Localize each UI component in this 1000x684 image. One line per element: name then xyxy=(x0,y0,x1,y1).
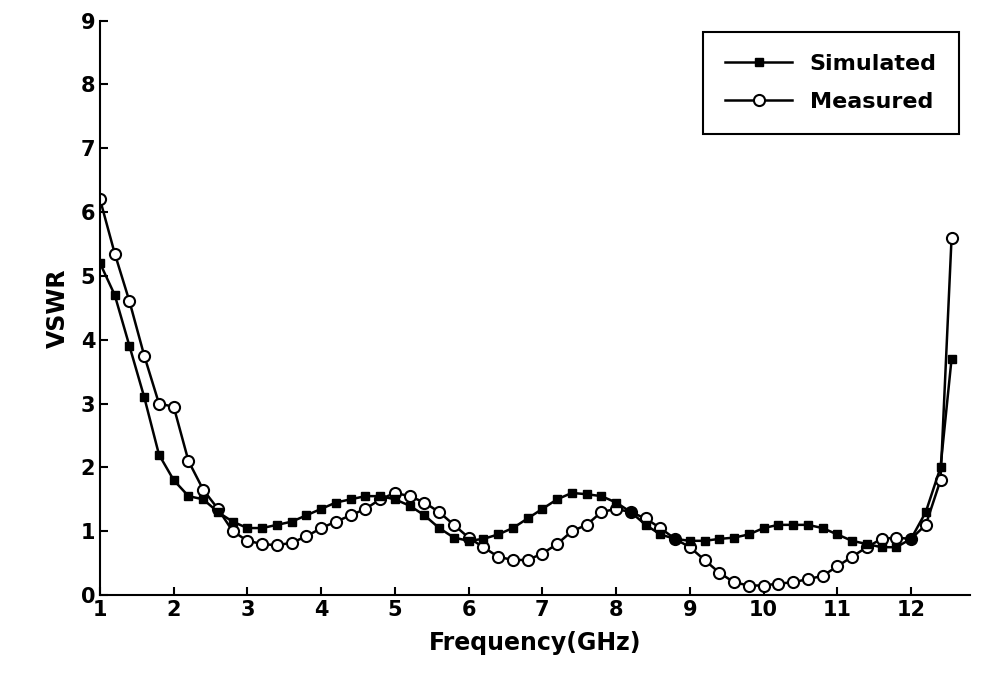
Y-axis label: VSWR: VSWR xyxy=(45,268,69,347)
Measured xyxy=(536,549,548,557)
Measured xyxy=(315,524,327,532)
Simulated xyxy=(713,535,725,543)
Simulated xyxy=(227,518,239,526)
Measured xyxy=(227,527,239,536)
Simulated xyxy=(182,492,194,500)
Measured xyxy=(182,457,194,465)
Legend: Simulated, Measured: Simulated, Measured xyxy=(703,31,959,134)
Measured xyxy=(713,568,725,577)
Simulated xyxy=(876,543,888,551)
Line: Measured: Measured xyxy=(94,194,957,591)
Measured xyxy=(946,233,958,241)
Measured xyxy=(743,581,755,590)
X-axis label: Frequency(GHz): Frequency(GHz) xyxy=(429,631,641,655)
Measured xyxy=(123,298,135,306)
Line: Simulated: Simulated xyxy=(96,259,956,551)
Simulated xyxy=(536,505,548,513)
Simulated xyxy=(946,355,958,363)
Measured xyxy=(94,195,106,203)
Simulated xyxy=(123,342,135,350)
Simulated xyxy=(315,505,327,513)
Simulated xyxy=(94,259,106,267)
